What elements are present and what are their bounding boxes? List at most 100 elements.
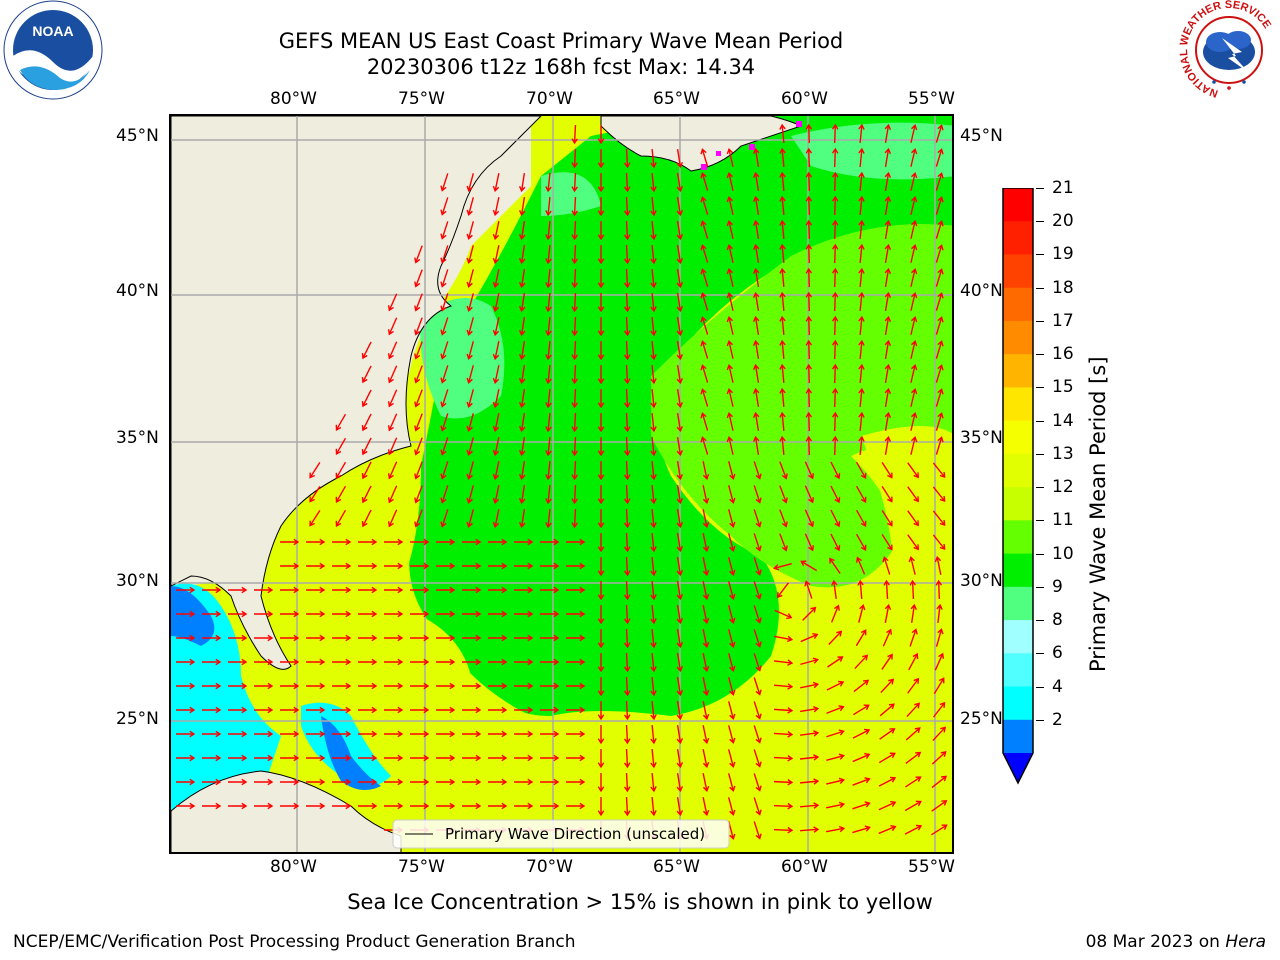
wave-arrow-head — [293, 634, 300, 642]
wave-arrow-head — [779, 123, 786, 130]
wave-arrow-shaft — [415, 509, 423, 527]
wave-arrow-shaft — [494, 389, 500, 407]
colorbar-band — [1003, 586, 1033, 621]
wave-arrow-head — [293, 754, 300, 762]
wave-arrow-shaft — [728, 749, 734, 767]
wave-arrow-shaft — [676, 245, 682, 263]
wave-arrow-head — [910, 339, 918, 347]
wave-arrow-shaft — [441, 197, 449, 215]
wave-arrow-head — [518, 258, 526, 265]
wave-arrow-shaft — [935, 317, 943, 335]
wave-arrow-shaft — [388, 509, 398, 527]
wave-arrow-head — [805, 435, 813, 442]
wave-arrow-shaft — [494, 461, 500, 479]
wave-arrow-head — [805, 387, 813, 394]
wave-arrow-head — [650, 786, 657, 793]
wave-arrow-head — [700, 388, 707, 395]
wave-arrow-head — [755, 497, 762, 504]
wave-arrow-shaft — [833, 436, 837, 456]
wave-arrow-shaft — [781, 364, 785, 384]
wave-arrow-shaft — [910, 245, 916, 263]
wave-arrow-head — [676, 786, 684, 793]
wave-arrow-head — [597, 498, 605, 505]
wave-arrow-head — [345, 754, 352, 762]
wave-arrow-head — [475, 682, 482, 690]
wave-arrow-head — [501, 562, 508, 570]
wave-arrow-head — [676, 258, 684, 265]
wave-arrow-shaft — [651, 628, 655, 648]
wave-arrow-shaft — [573, 340, 577, 360]
wave-arrow-head — [571, 498, 578, 505]
wave-arrow-shaft — [651, 292, 655, 312]
wave-arrow-shaft — [754, 437, 760, 455]
wave-arrow-shaft — [826, 803, 844, 809]
wave-arrow-shaft — [910, 557, 916, 575]
wave-arrow-head — [915, 751, 922, 758]
wave-arrow-head — [729, 665, 736, 672]
wave-arrow-shaft — [702, 461, 708, 479]
wave-arrow-head — [624, 354, 631, 361]
wave-arrow-shaft — [859, 388, 863, 408]
wave-arrow-shaft — [651, 316, 655, 336]
wave-arrow-shaft — [859, 172, 863, 192]
wave-arrow-shaft — [754, 149, 760, 167]
wave-arrow-head — [371, 634, 378, 642]
wave-arrow-head — [545, 282, 552, 289]
wave-arrow-head — [440, 257, 447, 264]
wave-arrow-head — [518, 522, 526, 529]
wave-arrow-head — [527, 802, 534, 810]
lon-label-top-75w: 75°W — [398, 89, 445, 109]
wave-arrow-shaft — [573, 220, 577, 240]
wave-arrow-shaft — [388, 437, 398, 455]
wave-arrow-head — [335, 472, 342, 479]
wave-arrow-head — [650, 450, 657, 457]
wave-arrow-head — [423, 754, 430, 762]
wave-arrow-shaft — [415, 413, 423, 431]
wave-arrow-shaft — [441, 413, 449, 431]
wave-arrow-head — [779, 147, 786, 154]
wave-arrow-shaft — [935, 197, 943, 215]
wave-arrow-head — [501, 610, 508, 618]
colorbar-tick-label: 14 — [1052, 410, 1074, 431]
wave-arrow-head — [361, 352, 368, 360]
wave-arrow-head — [545, 474, 552, 481]
wave-arrow-head — [597, 258, 605, 265]
wave-arrow-head — [345, 802, 352, 810]
wave-arrow-head — [860, 520, 867, 527]
wave-arrow-head — [676, 330, 684, 337]
wave-arrow-shaft — [573, 364, 577, 384]
colorbar-tick-label: 9 — [1052, 576, 1063, 597]
wave-arrow-head — [752, 363, 760, 370]
wave-arrow-head — [361, 520, 368, 528]
wave-arrow-shaft — [701, 341, 709, 359]
wave-arrow-shaft — [829, 558, 841, 574]
wave-arrow-shaft — [625, 484, 629, 504]
wave-arrow-head — [808, 473, 815, 480]
wave-arrow-head — [937, 436, 944, 443]
wave-arrow-shaft — [910, 437, 916, 455]
wave-arrow-head — [189, 778, 196, 786]
wave-arrow-head — [397, 730, 404, 738]
wave-arrow-head — [241, 730, 248, 738]
wave-arrow-shaft — [932, 702, 946, 718]
wave-arrow-shaft — [625, 556, 629, 576]
wave-arrow-shaft — [773, 684, 793, 688]
colorbar-tick-mark — [1036, 487, 1044, 489]
wave-arrow-shaft — [853, 679, 869, 693]
wave-arrow-shaft — [702, 653, 708, 671]
colorbar-tick-mark — [1036, 188, 1044, 189]
wave-arrow-shaft — [884, 605, 890, 623]
wave-arrow-head — [345, 562, 352, 570]
wave-arrow-shaft — [910, 413, 916, 431]
wave-arrow-shaft — [573, 316, 577, 336]
wave-arrow-head — [449, 730, 456, 738]
wave-arrow-shaft — [728, 797, 734, 815]
wave-arrow-head — [319, 730, 326, 738]
wave-arrow-shaft — [808, 292, 810, 312]
wave-arrow-shaft — [906, 702, 920, 718]
wave-arrow-shaft — [799, 828, 819, 832]
wave-arrow-shaft — [388, 389, 398, 407]
wave-arrow-shaft — [701, 293, 709, 311]
wave-arrow-shaft — [907, 510, 919, 526]
wave-arrow-shaft — [573, 148, 577, 168]
